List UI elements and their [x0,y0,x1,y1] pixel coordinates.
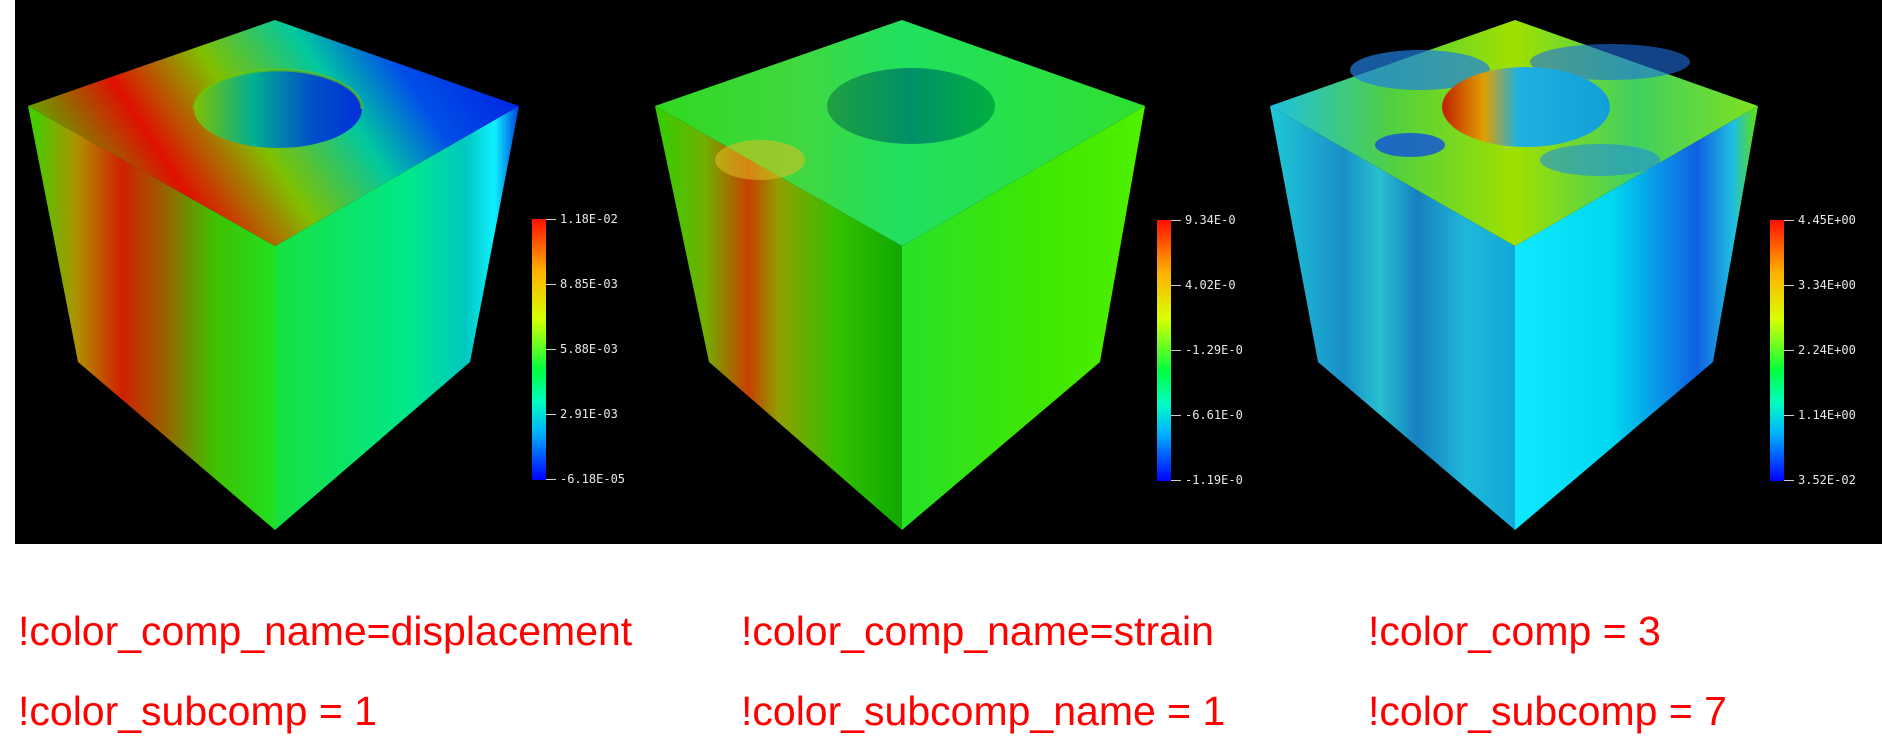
legend-tick [1784,350,1794,351]
cube-render-displacement [28,20,519,530]
cube-render-strain [655,20,1145,530]
cube-left-face [655,106,902,530]
legend-tick [1171,415,1181,416]
legend-tick [1171,350,1181,351]
viewport-displacement[interactable]: 1.18E-02 8.85E-03 5.88E-03 2.91E-03 -6.1… [15,0,645,544]
legend-tick [1171,480,1181,481]
cube-top-blue-patch [1375,133,1445,157]
legend-label: 4.02E-0 [1185,278,1236,292]
legend-tick [1171,285,1181,286]
legend-tick [1784,285,1794,286]
legend-tick [546,349,556,350]
legend-tick [546,414,556,415]
color-legend-comp3: 4.45E+00 3.34E+00 2.24E+00 1.14E+00 3.52… [1770,213,1880,487]
viewport-comp3[interactable]: 4.45E+00 3.34E+00 2.24E+00 1.14E+00 3.52… [1270,0,1882,544]
legend-colorbar [532,219,546,480]
viewport-strain[interactable]: 9.34E-0 4.02E-0 -1.29E-0 -6.61E-0 -1.19E… [645,0,1270,544]
cube-top-blue-patch [1350,50,1490,90]
legend-label: -1.29E-0 [1185,343,1243,357]
legend-tick [546,284,556,285]
legend-label-min: -1.19E-0 [1185,473,1243,487]
legend-label-min: -6.18E-05 [560,472,626,486]
cube-render-comp3 [1270,20,1758,530]
caption-displacement-comp: !color_comp_name=displacement [18,608,633,654]
legend-label-min: 3.52E-02 [1798,473,1856,487]
cube-hole [827,68,995,144]
legend-label-max: 4.45E+00 [1798,213,1856,227]
legend-label: -6.61E-0 [1185,408,1243,422]
caption-strain-comp: !color_comp_name=strain [741,608,1214,654]
legend-tick [1784,220,1794,221]
legend-label: 3.34E+00 [1798,278,1856,292]
legend-tick [546,219,556,220]
legend-colorbar [1157,220,1171,481]
cube-hole [1442,67,1610,147]
cube-top-blue-patch [1540,144,1660,176]
caption-comp3-subcomp: !color_subcomp = 7 [1368,688,1727,734]
cube-left-face [28,106,275,530]
legend-label-max: 9.34E-0 [1185,213,1236,227]
legend-tick [1171,220,1181,221]
legend-label-max: 1.18E-02 [560,212,618,226]
cube-right-face [1515,106,1758,530]
legend-label: 5.88E-03 [560,342,618,356]
legend-label: 8.85E-03 [560,277,618,291]
cube-right-face [902,106,1145,530]
cube-left-face [1270,106,1515,530]
color-legend-strain: 9.34E-0 4.02E-0 -1.29E-0 -6.61E-0 -1.19E… [1157,213,1267,487]
cube-right-face [275,106,519,530]
legend-tick [1784,415,1794,416]
legend-colorbar [1770,220,1784,481]
legend-label: 1.14E+00 [1798,408,1856,422]
cube-hole [194,70,362,148]
legend-label: 2.91E-03 [560,407,618,421]
caption-comp3-comp: !color_comp = 3 [1368,608,1661,654]
color-legend-displacement: 1.18E-02 8.85E-03 5.88E-03 2.91E-03 -6.1… [532,212,642,486]
cube-top-blue-patch [1530,44,1690,80]
cube-top-highlight [715,140,805,180]
legend-tick [1784,480,1794,481]
legend-tick [546,479,556,480]
legend-label: 2.24E+00 [1798,343,1856,357]
caption-strain-subcomp: !color_subcomp_name = 1 [741,688,1226,734]
caption-displacement-subcomp: !color_subcomp = 1 [18,688,377,734]
